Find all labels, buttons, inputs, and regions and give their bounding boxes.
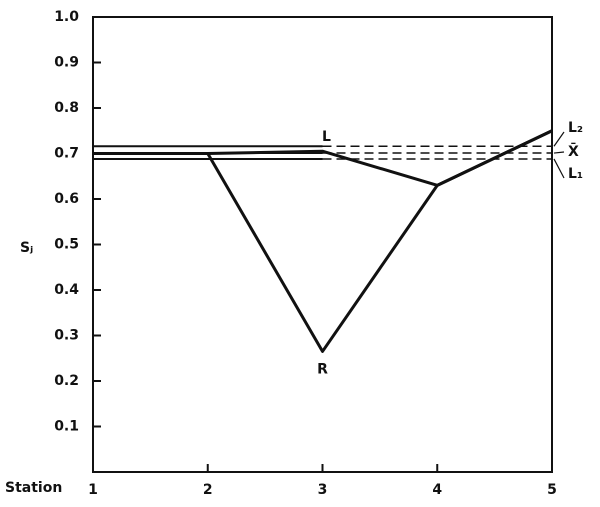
y-tick-label: 0.6 [54, 191, 79, 207]
y-axis-label: Sⱼ [20, 240, 33, 256]
y-tick-label: 0.9 [54, 55, 79, 71]
point-label: L [322, 129, 331, 145]
reference-label: L₁ [568, 166, 583, 182]
leader [553, 151, 565, 154]
leader [553, 158, 565, 179]
x-tick-label: 4 [432, 482, 442, 498]
x-tick-label: 3 [318, 482, 328, 498]
x-tick-label: 5 [547, 482, 557, 498]
x-tick-label: 1 [88, 482, 98, 498]
plot-frame [92, 16, 553, 473]
x-tick-label: 2 [203, 482, 213, 498]
y-tick-label: 0.5 [54, 237, 79, 253]
data-line [93, 129, 553, 187]
point-label: R [317, 361, 328, 377]
y-tick-label: 1.0 [54, 9, 79, 25]
y-tick-label: 0.3 [54, 328, 79, 344]
reference-label: X̄ [568, 141, 579, 160]
y-tick-label: 0.7 [54, 146, 79, 162]
y-tick-label: 0.8 [54, 100, 79, 116]
y-tick-label: 0.1 [54, 419, 79, 435]
x-axis-label: Station [5, 480, 62, 496]
y-tick-label: 0.4 [54, 282, 79, 298]
reference-label: L₂ [568, 120, 583, 136]
y-tick-label: 0.2 [54, 373, 79, 389]
leader [553, 131, 565, 147]
